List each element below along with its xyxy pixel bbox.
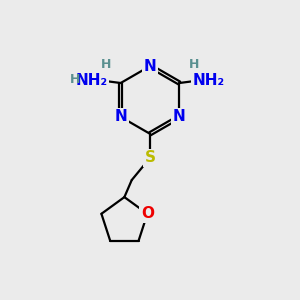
Text: NH₂: NH₂ [193, 73, 225, 88]
Text: H: H [70, 73, 80, 86]
Text: S: S [145, 150, 155, 165]
Text: H: H [101, 58, 111, 71]
Text: O: O [141, 206, 154, 221]
Text: N: N [144, 58, 156, 74]
Text: H: H [189, 58, 199, 71]
Text: N: N [173, 110, 186, 124]
Text: NH₂: NH₂ [75, 73, 107, 88]
Text: N: N [114, 110, 127, 124]
